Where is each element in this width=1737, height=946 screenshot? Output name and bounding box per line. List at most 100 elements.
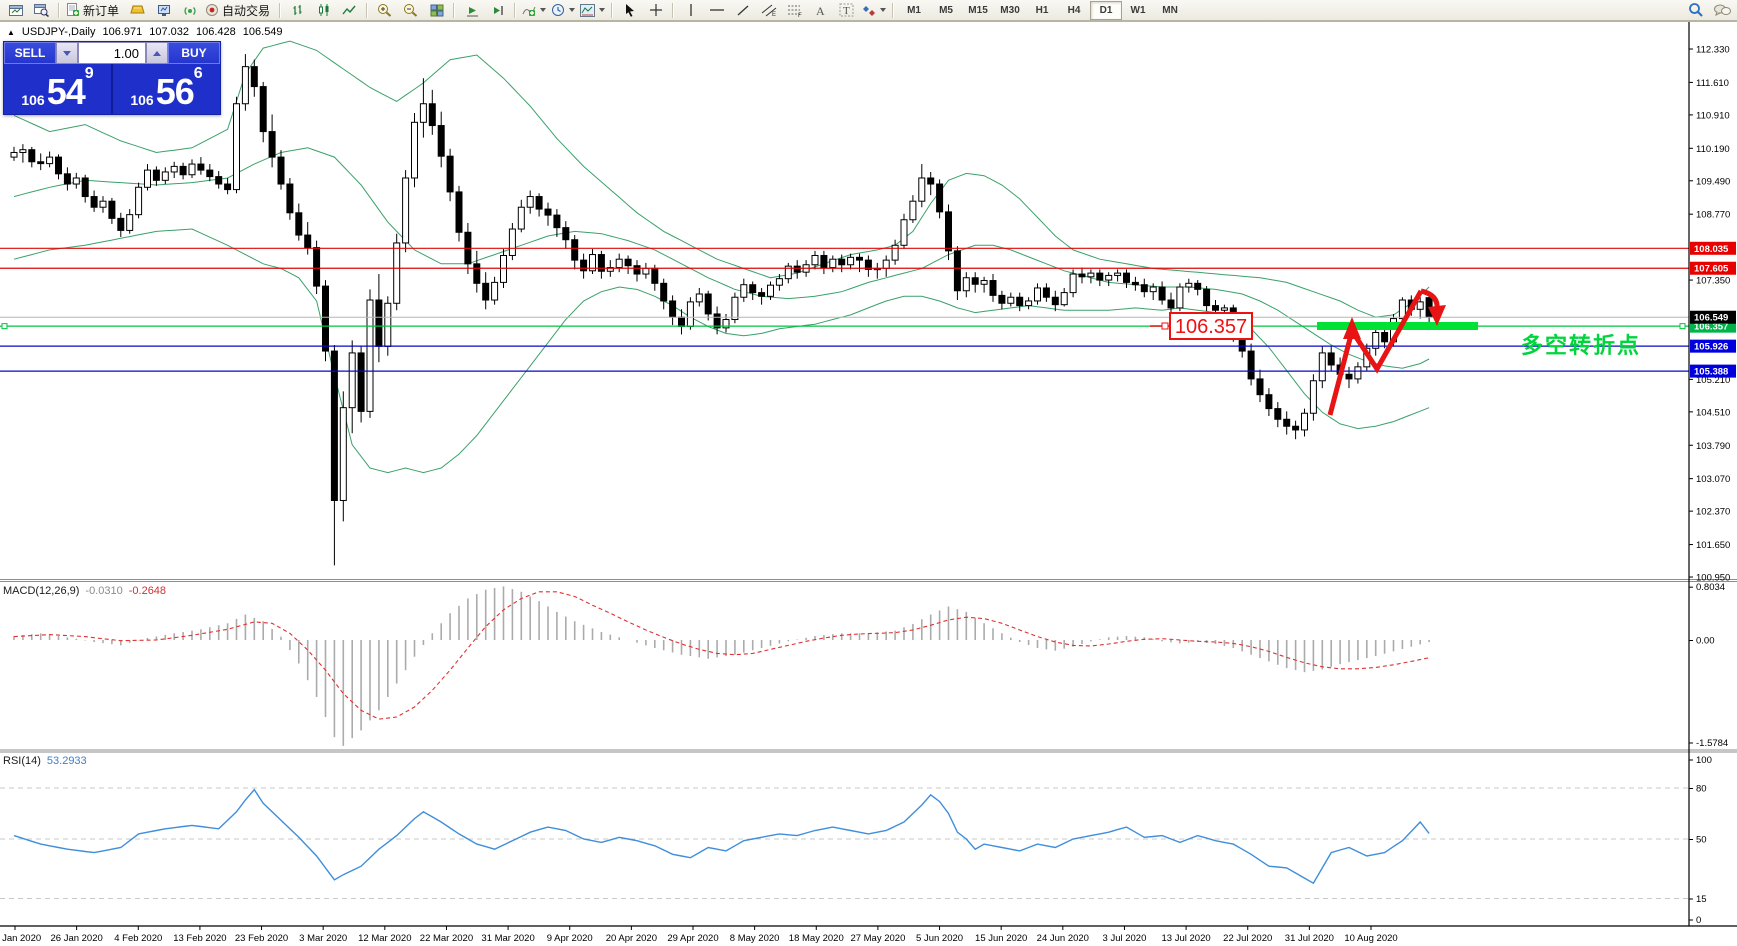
zoom-out-button[interactable] xyxy=(398,1,423,20)
bar-chart-button[interactable] xyxy=(285,1,310,20)
candlestick-chart-button[interactable] xyxy=(311,1,336,20)
date-tick-label[interactable]: 23 Feb 2020 xyxy=(235,933,288,944)
date-tick-label[interactable]: 4 Feb 2020 xyxy=(114,933,162,944)
periods-button[interactable] xyxy=(549,1,577,20)
volume-decrease-button[interactable] xyxy=(56,42,78,64)
macd-value-signal: -0.2648 xyxy=(128,585,167,597)
ohlc-close: 106.549 xyxy=(242,26,283,38)
timeframe-button-MN[interactable]: MN xyxy=(1162,4,1178,16)
pivot-point-label[interactable]: 多空转折点 xyxy=(1521,333,1641,358)
indicators-button[interactable] xyxy=(520,1,548,20)
date-tick-label[interactable]: 8 May 2020 xyxy=(730,933,780,944)
date-tick-label[interactable]: 12 Mar 2020 xyxy=(358,933,411,944)
price-tick-label: 110.190 xyxy=(1696,144,1730,155)
sell-button[interactable]: SELL xyxy=(4,42,56,64)
timeframe-button-M1[interactable]: M1 xyxy=(907,4,921,16)
new-order-icon xyxy=(67,3,79,16)
auto-scroll-button[interactable] xyxy=(459,1,484,20)
horizontal-level-lines xyxy=(0,247,1689,372)
rsi-axis-label: 15 xyxy=(1696,894,1707,905)
triangle-up-icon xyxy=(153,50,161,56)
timeframe-button-M5[interactable]: M5 xyxy=(939,4,953,16)
price-callout-box[interactable] xyxy=(1169,312,1253,340)
triangle-down-icon xyxy=(63,50,71,56)
date-tick-label[interactable]: 29 Apr 2020 xyxy=(667,933,718,944)
arrows-tool-button[interactable] xyxy=(860,1,888,20)
buy-price[interactable]: 106 56 6 xyxy=(113,64,220,114)
macd-indicator-label: MACD(12,26,9) -0.0310 -0.2648 xyxy=(3,585,166,597)
search-button[interactable] xyxy=(1683,1,1708,20)
timeframe-button-D1[interactable]: D1 xyxy=(1090,0,1123,20)
date-tick-label[interactable]: 22 Jul 2020 xyxy=(1223,933,1272,944)
price-tick-label: 109.490 xyxy=(1696,176,1730,187)
text-tool-button[interactable]: A xyxy=(808,1,833,20)
date-tick-label[interactable]: 13 Jul 2020 xyxy=(1162,933,1211,944)
tile-windows-button[interactable] xyxy=(424,1,449,20)
crosshair-tool-button[interactable] xyxy=(643,1,668,20)
date-tick-label[interactable]: 15 Jun 2020 xyxy=(975,933,1027,944)
toolbar-separator xyxy=(453,2,456,18)
strategy-tester-button[interactable] xyxy=(177,1,202,20)
new-chart-button[interactable] xyxy=(3,1,28,20)
timeframe-button-W1[interactable]: W1 xyxy=(1130,4,1146,16)
timeframe-button-M30[interactable]: M30 xyxy=(1000,4,1020,16)
date-tick-label[interactable]: 27 May 2020 xyxy=(850,933,905,944)
fibonacci-tool-button[interactable]: F xyxy=(782,1,807,20)
zigzag-arrow[interactable] xyxy=(1327,289,1424,416)
dropdown-caret-icon xyxy=(569,8,576,12)
new-order-button[interactable]: 新订单 xyxy=(64,1,124,20)
date-tick-label[interactable]: 22 Mar 2020 xyxy=(420,933,473,944)
date-tick-label[interactable]: 31 Mar 2020 xyxy=(481,933,534,944)
profiles-button[interactable] xyxy=(29,1,54,20)
timeframe-button-M15[interactable]: M15 xyxy=(968,4,988,16)
support-zone-bar[interactable] xyxy=(1317,322,1478,330)
trendline-tool-button[interactable] xyxy=(730,1,755,20)
price-tick-label: 104.510 xyxy=(1696,407,1730,418)
ohlc-open: 106.971 xyxy=(102,26,143,38)
horizontal-line-tool-button[interactable] xyxy=(704,1,729,20)
dropdown-caret-icon xyxy=(880,8,887,12)
vertical-line-tool-button[interactable] xyxy=(678,1,703,20)
svg-text:A: A xyxy=(816,4,825,17)
autotrading-button[interactable]: 自动交易 xyxy=(203,1,275,20)
date-tick-label[interactable]: 31 Jul 2020 xyxy=(1285,933,1334,944)
market-watch-button[interactable] xyxy=(151,1,176,20)
price-badge: 106.357 xyxy=(1694,322,1728,333)
buy-button[interactable]: BUY xyxy=(168,42,220,64)
date-tick-label[interactable]: 9 Apr 2020 xyxy=(547,933,593,944)
templates-button[interactable] xyxy=(578,1,607,20)
date-tick-label[interactable]: 24 Jun 2020 xyxy=(1037,933,1089,944)
panel-expander-icon[interactable]: ▲ xyxy=(7,27,15,37)
price-badge: 106.549 xyxy=(1694,313,1728,324)
date-tick-label[interactable]: 5 Jun 2020 xyxy=(916,933,963,944)
chart-shift-button[interactable] xyxy=(485,1,510,20)
bollinger-bands xyxy=(13,40,1430,474)
timeframe-button-H1[interactable]: H1 xyxy=(1035,4,1049,16)
autotrading-label: 自动交易 xyxy=(222,3,271,18)
metaeditor-button[interactable] xyxy=(125,1,150,20)
date-tick-label[interactable]: 16 Jan 2020 xyxy=(0,933,41,944)
date-tick-label[interactable]: 20 Apr 2020 xyxy=(606,933,657,944)
volume-increase-button[interactable] xyxy=(146,42,168,64)
date-tick-label[interactable]: 13 Feb 2020 xyxy=(173,933,226,944)
zoom-in-button[interactable] xyxy=(372,1,397,20)
date-tick-label[interactable]: 18 May 2020 xyxy=(789,933,844,944)
macd-value-main: -0.0310 xyxy=(85,585,123,597)
toolbar-separator xyxy=(611,2,614,18)
date-tick-label[interactable]: 10 Aug 2020 xyxy=(1344,933,1397,944)
date-tick-label[interactable]: 26 Jan 2020 xyxy=(50,933,102,944)
price-badge: 108.035 xyxy=(1694,244,1729,255)
community-button[interactable] xyxy=(1709,1,1734,20)
price-tick-label: 112.330 xyxy=(1696,45,1730,56)
line-chart-button[interactable] xyxy=(337,1,362,20)
date-tick-label[interactable]: 3 Mar 2020 xyxy=(299,933,347,944)
channel-tool-button[interactable]: E xyxy=(756,1,781,20)
sell-price[interactable]: 106 54 9 xyxy=(4,64,113,114)
price-badge: 107.605 xyxy=(1694,264,1729,275)
timeframe-button-H4[interactable]: H4 xyxy=(1067,4,1081,16)
text-label-tool-button[interactable]: T xyxy=(834,1,859,20)
volume-input[interactable] xyxy=(78,42,146,64)
date-tick-label[interactable]: 3 Jul 2020 xyxy=(1103,933,1147,944)
cursor-tool-button[interactable] xyxy=(617,1,642,20)
price-tick-label: 102.370 xyxy=(1696,507,1730,518)
